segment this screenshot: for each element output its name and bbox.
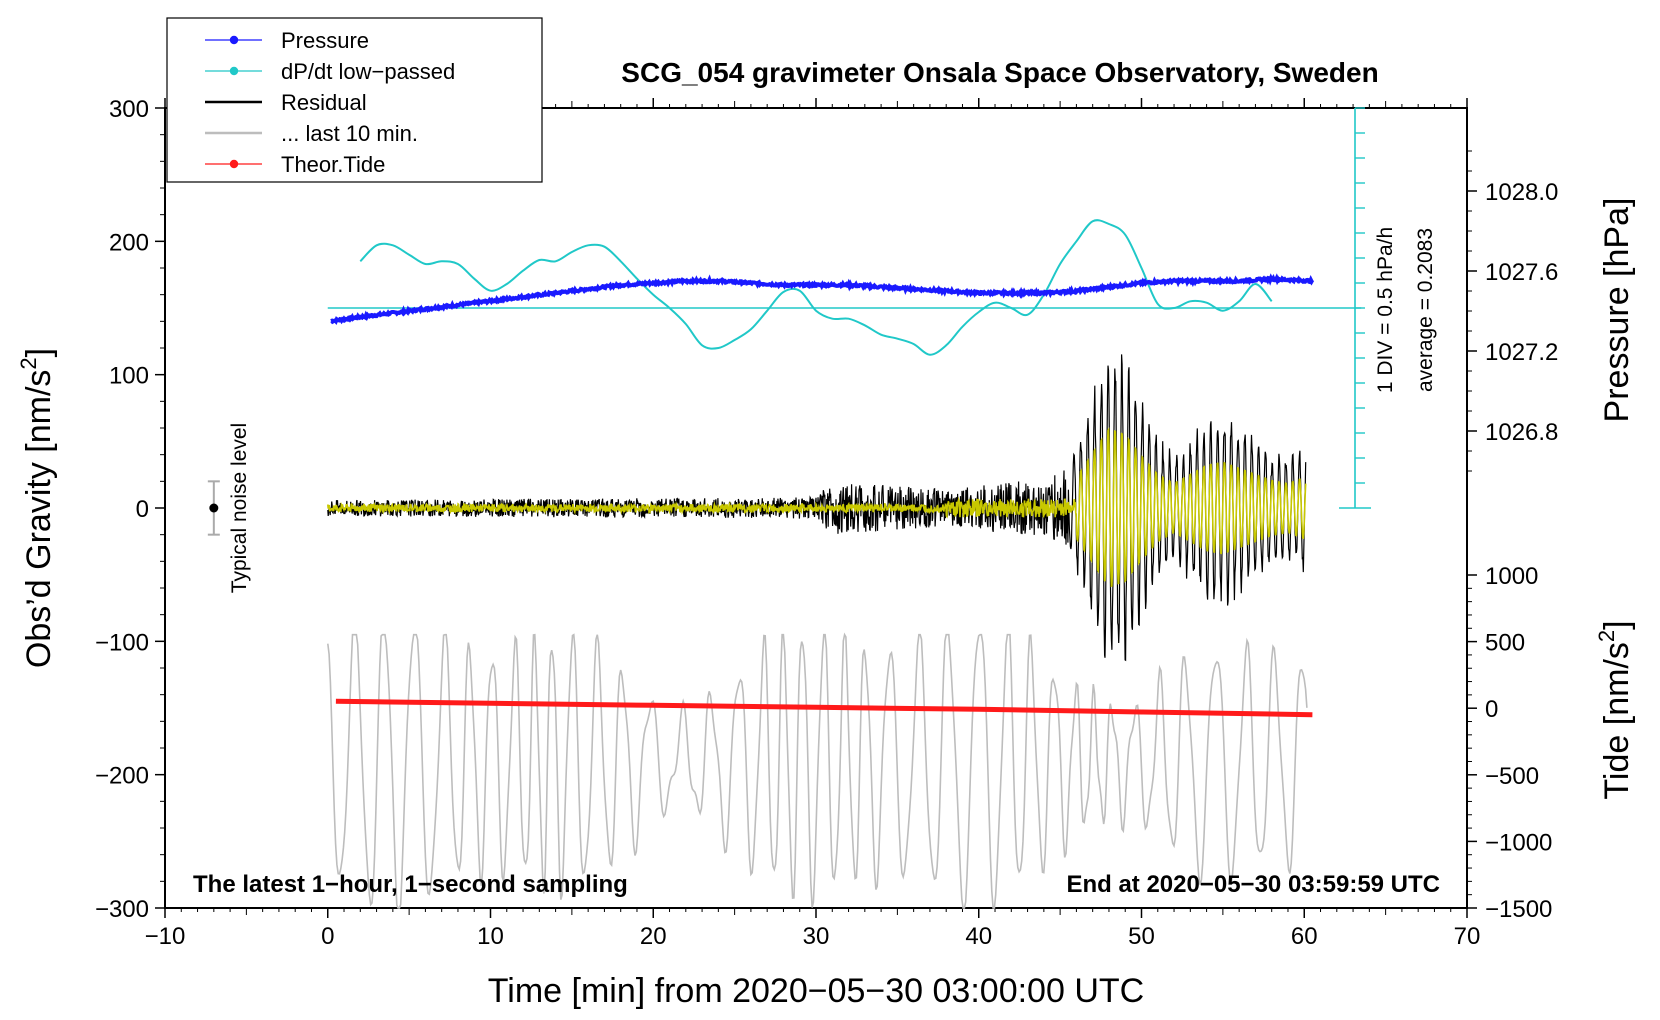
dpdt-scale-ruler xyxy=(1339,107,1371,509)
x-axis-title: Time [min] from 2020−05−30 03:00:00 UTC xyxy=(488,972,1144,1010)
legend-label: Pressure xyxy=(281,28,369,53)
y-tick-label: −100 xyxy=(95,629,149,656)
y-axis-left-ticks: −300 −200 −100 0 100 200 300 xyxy=(95,96,165,923)
x-tick-label: −10 xyxy=(145,923,186,950)
pressure-tick-label: 1026.8 xyxy=(1485,419,1558,446)
y-axis-tide-ticks: −1500 −1000 −500 0 500 1000 xyxy=(1467,563,1552,923)
x-tick-label: 10 xyxy=(477,923,504,950)
y-tick-label: 200 xyxy=(109,229,149,256)
y-axis-left-title-end: ] xyxy=(20,348,58,357)
series-pressure xyxy=(330,273,1315,326)
pressure-tick-label: 1027.6 xyxy=(1485,259,1558,286)
legend-marker xyxy=(229,35,239,45)
y-tick-label: 100 xyxy=(109,363,149,390)
y-tick-label: 0 xyxy=(136,496,149,523)
tide-tick-label: 500 xyxy=(1485,630,1525,657)
legend-label: ... last 10 min. xyxy=(281,121,418,146)
x-axis-ticks: −10 0 10 20 30 40 50 60 70 xyxy=(145,98,1481,950)
y-axis-tide-title-sup: 2 xyxy=(1594,630,1619,642)
series-theor-tide-line xyxy=(335,698,1313,718)
x-tick-label: 60 xyxy=(1291,923,1318,950)
x-tick-label: 40 xyxy=(965,923,992,950)
series-residual-filtered-line xyxy=(327,427,1307,588)
x-tick-label: 50 xyxy=(1128,923,1155,950)
series-dpdt-low-passed xyxy=(359,219,1273,356)
dpdt-scale-text: 1 DIV = 0.5 hPa/h xyxy=(1374,227,1397,393)
y-tick-label: 300 xyxy=(109,96,149,123)
series-dpdt-line xyxy=(359,219,1273,356)
x-tick-label: 20 xyxy=(640,923,667,950)
y-axis-tide-title-main: Tide [nm/s xyxy=(1598,642,1636,799)
tide-tick-label: −1500 xyxy=(1485,896,1552,923)
y-tick-label: −200 xyxy=(95,763,149,790)
tide-tick-label: 0 xyxy=(1485,696,1498,723)
noise-level-marker xyxy=(207,480,220,536)
x-tick-label: 70 xyxy=(1454,923,1481,950)
y-axis-left-title: Obs’d Gravity [nm/s2] xyxy=(16,348,58,668)
tide-tick-label: 1000 xyxy=(1485,563,1538,590)
y-axis-pressure-ticks: 1026.8 1027.2 1027.6 1028.0 xyxy=(1467,150,1558,472)
legend-label: Residual xyxy=(281,90,367,115)
pressure-tick-label: 1027.2 xyxy=(1485,339,1558,366)
legend-label: Theor.Tide xyxy=(281,152,385,177)
y-tick-label: −300 xyxy=(95,896,149,923)
footer-left-note: The latest 1−hour, 1−second sampling xyxy=(193,871,628,898)
y-axis-tide-title: Tide [nm/s2] xyxy=(1594,620,1636,799)
legend-label: dP/dt low−passed xyxy=(281,59,455,84)
x-tick-label: 0 xyxy=(321,923,334,950)
legend-box xyxy=(166,17,543,183)
footer-right-note: End at 2020−05−30 03:59:59 UTC xyxy=(1066,871,1440,898)
y-axis-left-title-sup: 2 xyxy=(16,357,41,369)
tide-tick-label: −500 xyxy=(1485,763,1539,790)
noise-level-label: Typical noise level xyxy=(228,423,251,593)
dpdt-average-text: average = 0.2083 xyxy=(1414,228,1437,392)
series-pressure-line xyxy=(330,273,1315,326)
tide-tick-label: −1000 xyxy=(1485,829,1552,856)
series-theor-tide xyxy=(335,698,1313,718)
series-last-10-min xyxy=(327,632,1308,909)
y-axis-tide-title-end: ] xyxy=(1598,620,1636,629)
legend-marker xyxy=(229,66,239,76)
x-tick-label: 30 xyxy=(803,923,830,950)
series-residual-filtered xyxy=(327,427,1307,588)
noise-dot xyxy=(209,503,219,513)
y-axis-pressure-title: Pressure [hPa] xyxy=(1598,198,1636,423)
legend-marker xyxy=(229,159,239,169)
legend: Pressure dP/dt low−passed Residual ... last… xyxy=(166,17,543,183)
chart-title: SCG_054 gravimeter Onsala Space Observat… xyxy=(621,57,1378,88)
pressure-tick-label: 1028.0 xyxy=(1485,179,1558,206)
legend-items: Pressure dP/dt low−passed Residual ... last… xyxy=(205,28,455,177)
series-last-10-min-line xyxy=(327,632,1308,909)
y-axis-left-title-main: Obs’d Gravity [nm/s xyxy=(20,370,58,669)
